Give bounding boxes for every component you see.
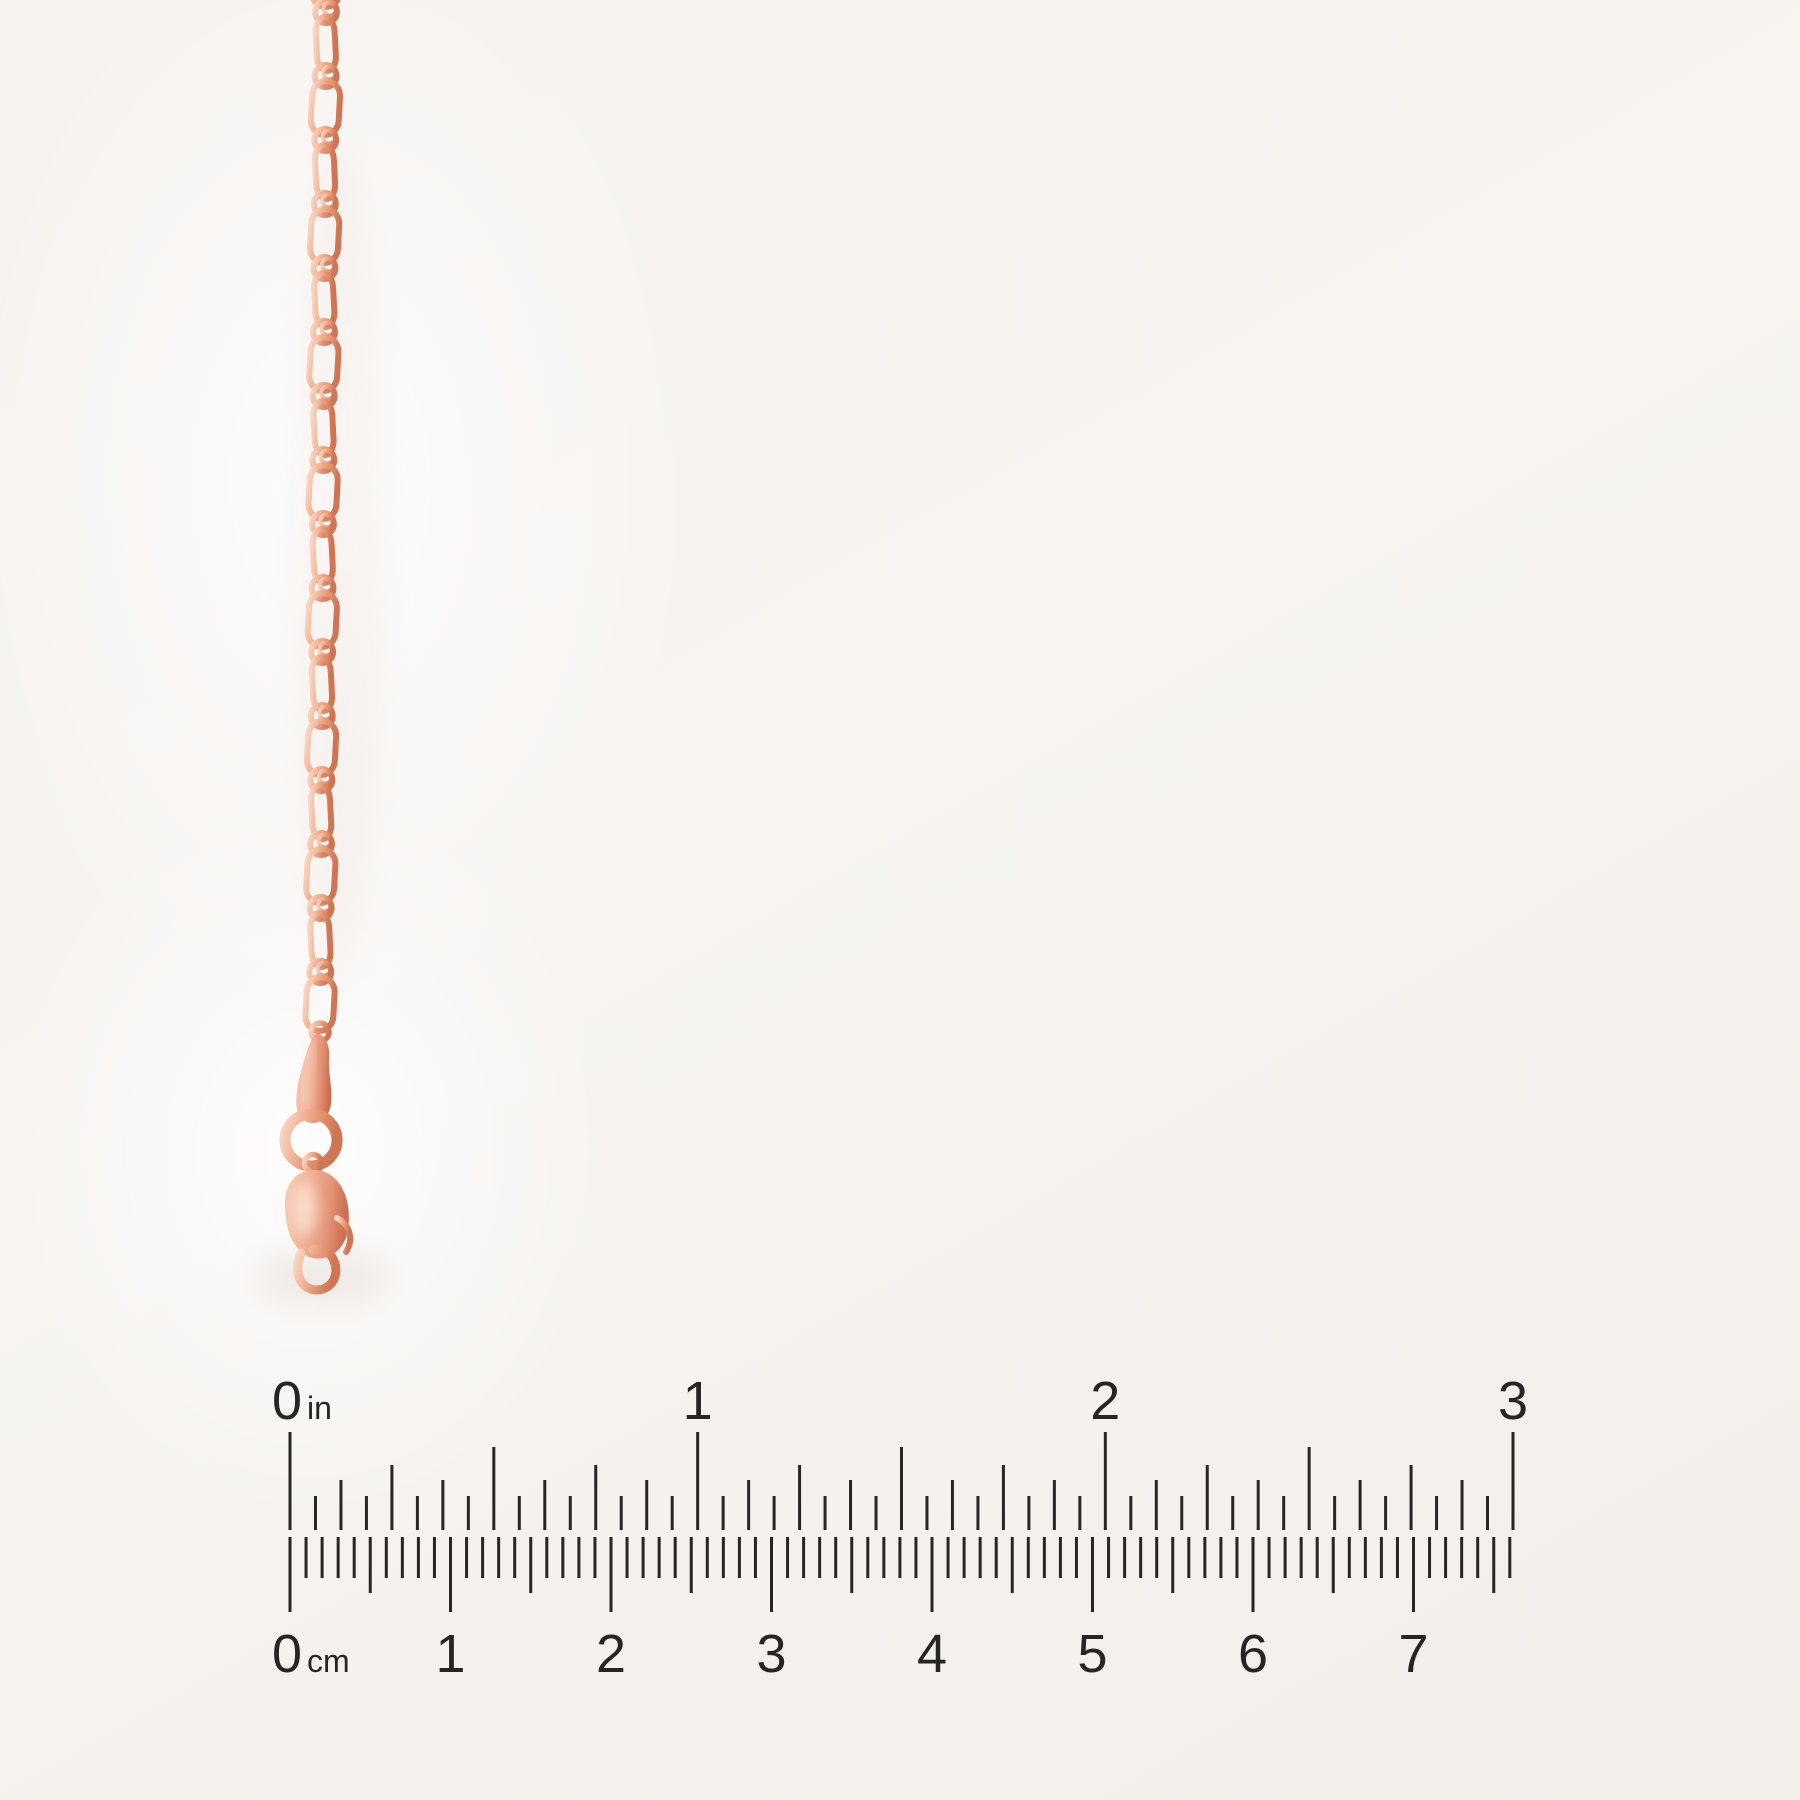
inch-scale-ticks	[288, 1432, 1515, 1530]
connector-ring	[321, 0, 339, 18]
connector-ring	[316, 896, 334, 914]
chain-link	[312, 14, 339, 74]
cm-number-label: 3	[756, 1624, 787, 1684]
connector-ring	[317, 640, 335, 658]
chain-link	[310, 398, 337, 458]
lobster-clasp	[284, 1151, 354, 1295]
chain-link	[311, 270, 338, 330]
inch-zero-number: 0	[272, 1371, 303, 1431]
inch-zero-label: 0 in	[272, 1374, 332, 1428]
cm-number-label: 4	[916, 1624, 948, 1684]
cm-number-label: 2	[595, 1624, 627, 1684]
inch-number-label: 1	[682, 1371, 713, 1431]
inch-number-label: 2	[1090, 1371, 1121, 1431]
connector-ring	[318, 512, 336, 530]
unit-in: in	[307, 1390, 332, 1426]
chain-end-assembly	[279, 1020, 354, 1295]
jump-ring	[279, 1108, 343, 1172]
connector-ring	[316, 768, 334, 786]
cm-number-label: 1	[435, 1624, 466, 1684]
chain-link	[307, 782, 335, 842]
cm-scale-ticks	[288, 1537, 1512, 1612]
connector-ring	[319, 384, 337, 402]
chain	[302, 0, 344, 1034]
chain-link	[309, 526, 336, 586]
inch-number-label: 3	[1497, 1371, 1528, 1431]
clasp-trigger	[334, 1215, 354, 1255]
connector-ring	[319, 256, 337, 274]
chain-link	[311, 142, 339, 202]
cm-zero-number: 0	[272, 1624, 303, 1684]
unit-cm: cm	[307, 1643, 350, 1679]
cm-zero-label: 0 cm	[272, 1627, 350, 1681]
cm-number-label: 7	[1398, 1624, 1429, 1684]
chain-link	[308, 654, 336, 714]
cm-number-label: 6	[1237, 1624, 1269, 1684]
connector-ring	[320, 128, 338, 146]
clasp-soft-shadow	[252, 1248, 392, 1308]
chain-link	[307, 910, 334, 970]
clasp-highlight	[292, 1182, 316, 1236]
clasp-hook	[293, 1244, 341, 1295]
chain-link	[302, 974, 338, 1034]
cm-number-label: 5	[1077, 1624, 1108, 1684]
tag-highlight	[301, 1040, 316, 1109]
